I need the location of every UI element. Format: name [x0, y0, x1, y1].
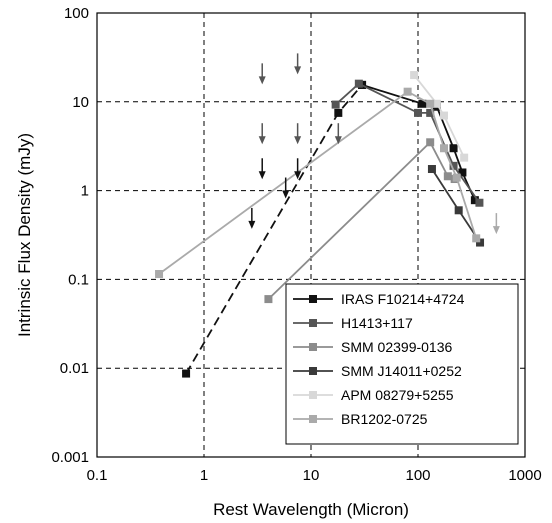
upper-limit-head [294, 66, 302, 75]
series-line [267, 140, 455, 300]
upper-limit-head [294, 171, 302, 180]
data-point [331, 100, 340, 109]
series-group [155, 87, 481, 279]
y-tick-label: 1 [81, 183, 89, 200]
y-tick-label: 100 [64, 5, 89, 22]
upper-limit-head [282, 190, 290, 199]
y-tick-labels: 0.001 0.01 0.1 1 10 100 [51, 5, 89, 466]
data-point [476, 238, 485, 247]
series-group [427, 165, 485, 247]
legend-label: IRAS F10214+4724 [341, 291, 465, 307]
legend-marker [309, 343, 317, 351]
y-tick-label: 10 [72, 94, 89, 111]
data-point [470, 196, 479, 205]
data-point [432, 99, 441, 108]
legend-label: BR1202-0725 [341, 411, 428, 427]
data-point [334, 108, 343, 117]
data-point [472, 234, 481, 243]
upper-limit-head [492, 226, 500, 235]
legend-label: H1413+117 [341, 315, 413, 331]
legend-entry: BR1202-0725 [293, 411, 428, 427]
x-tick-label: 1000 [508, 467, 541, 484]
x-tick-label: 1 [200, 467, 208, 484]
upper-limit-arrow [294, 158, 302, 180]
legend-box [285, 283, 519, 445]
legend-label: APM 08279+5255 [341, 387, 454, 403]
data-point [449, 144, 458, 153]
plot-area-frame [96, 12, 526, 458]
upper-limit-head [334, 136, 342, 145]
upper-limit-arrows [248, 53, 500, 235]
legend-marker [309, 319, 317, 327]
data-point [354, 79, 363, 88]
legend-marker [309, 367, 317, 375]
legend-marker [309, 415, 317, 423]
data-series [155, 71, 485, 378]
upper-limit-head [258, 136, 266, 145]
data-point [452, 173, 461, 182]
x-tick-label: 10 [303, 467, 320, 484]
data-point [426, 108, 435, 117]
data-point [182, 369, 191, 378]
legend-label: SMM 02399-0136 [341, 339, 453, 355]
upper-limit-arrow [282, 177, 290, 199]
legend-entry: SMM 02399-0136 [293, 339, 453, 355]
data-point [418, 99, 427, 108]
legend-entry: H1413+117 [293, 315, 413, 331]
y-tick-label: 0.1 [68, 271, 89, 288]
data-point [458, 168, 467, 177]
data-point [440, 111, 449, 120]
upper-limit-arrow [294, 53, 302, 75]
legend-entry: IRAS F10214+4724 [293, 291, 465, 307]
upper-limit-arrow [492, 213, 500, 235]
legend: IRAS F10214+4724 H1413+117 SMM 02399-0136 S… [285, 283, 519, 445]
upper-limit-arrow [258, 158, 266, 180]
x-tick-labels: 0.1 1 10 100 1000 [87, 467, 542, 484]
data-point [414, 108, 422, 117]
series-line [361, 84, 476, 201]
data-point [427, 165, 436, 174]
legend-entries: IRAS F10214+4724 H1413+117 SMM 02399-0136 S… [293, 291, 465, 427]
upper-limit-arrow [258, 63, 266, 85]
x-tick-label: 100 [405, 467, 430, 484]
series-group [331, 79, 484, 207]
data-point [426, 138, 435, 147]
series-group [410, 71, 469, 162]
data-point [155, 270, 164, 279]
data-point [410, 71, 419, 80]
upper-limit-arrow [248, 207, 256, 229]
data-point [426, 99, 435, 108]
y-tick-label: 0.01 [60, 360, 89, 377]
data-point [443, 172, 452, 181]
data-point [449, 161, 458, 170]
upper-limit-head [294, 136, 302, 145]
x-axis-title: Rest Wavelength (Micron) [213, 500, 409, 519]
data-point [264, 295, 273, 304]
data-point [475, 198, 484, 207]
legend-entry: APM 08279+5255 [293, 387, 454, 403]
legend-marker [309, 295, 317, 303]
data-point [460, 153, 469, 162]
upper-limit-head [258, 171, 266, 180]
y-tick-label: 0.001 [51, 449, 89, 466]
legend-marker [309, 391, 317, 399]
data-point [403, 87, 412, 96]
series-line [413, 74, 465, 159]
series-group [264, 138, 459, 304]
series-line [158, 90, 478, 275]
y-axis-title: Intrinsic Flux Density (mJy) [15, 133, 34, 337]
legend-label: SMM J14011+0252 [341, 363, 462, 379]
legend-entry: SMM J14011+0252 [293, 363, 462, 379]
upper-limit-head [248, 220, 256, 229]
upper-limit-arrow [334, 123, 342, 145]
data-point [440, 144, 449, 153]
upper-limit-arrow [258, 123, 266, 145]
x-tick-label: 0.1 [87, 467, 108, 484]
data-point [454, 206, 463, 215]
upper-limit-head [258, 76, 266, 85]
upper-limit-arrow [294, 123, 302, 145]
